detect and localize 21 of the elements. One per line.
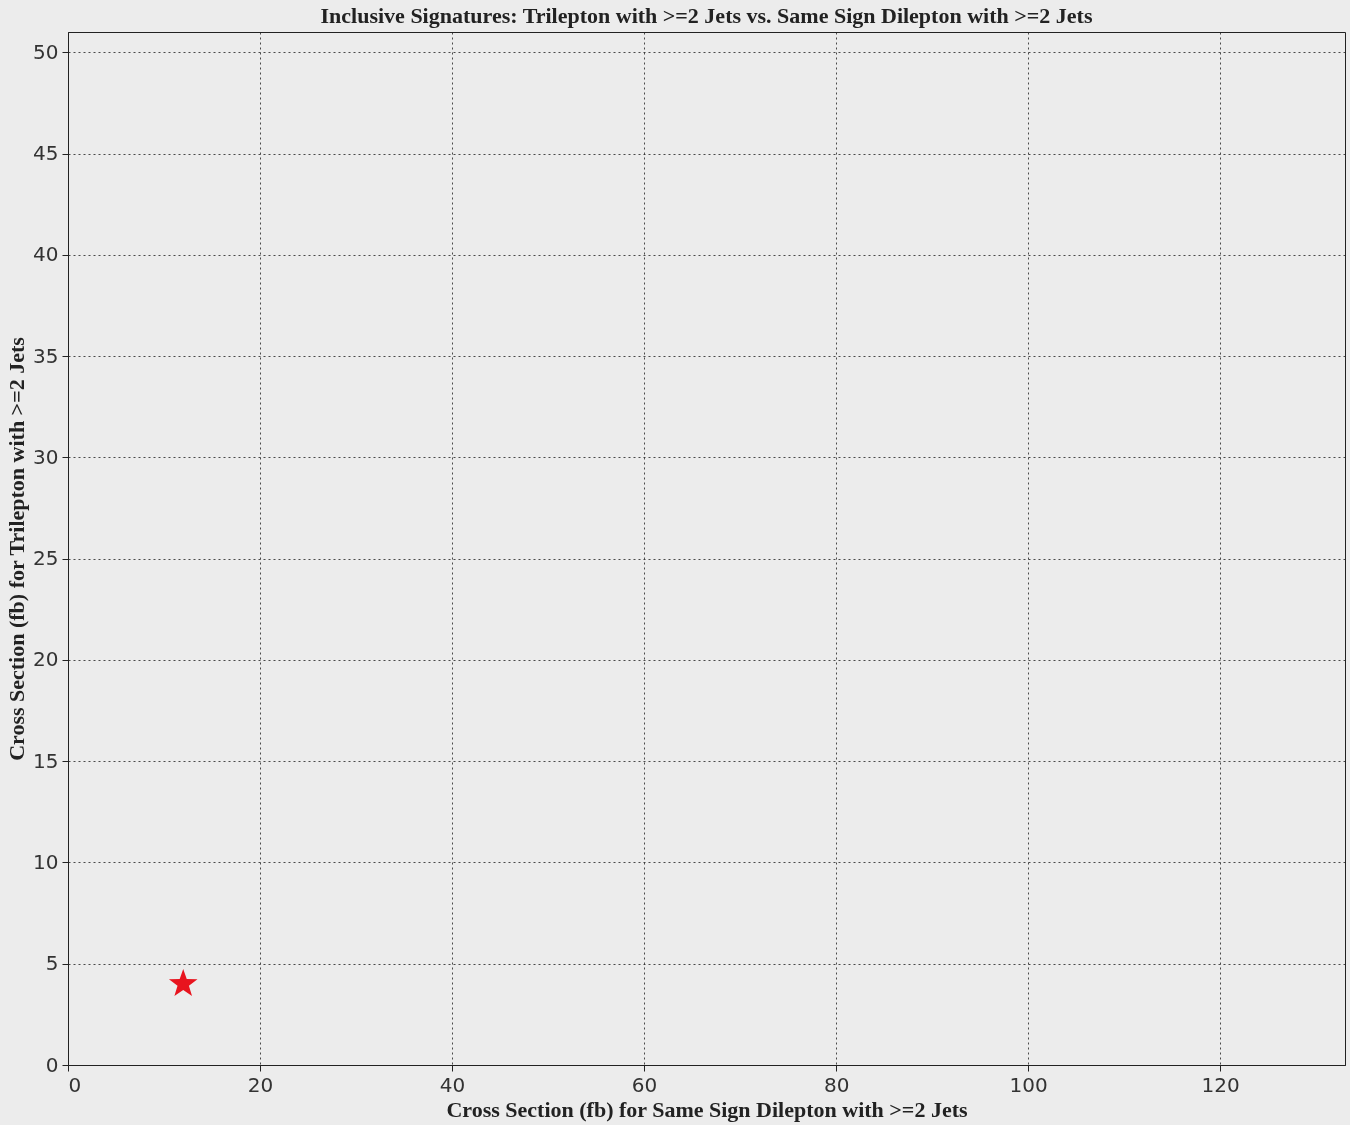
y-tick-label: 40 (33, 242, 59, 267)
y-tick-label: 25 (33, 546, 59, 571)
y-tick-label: 10 (33, 849, 59, 874)
x-tick-label: 120 (1201, 1072, 1240, 1097)
y-tick-label: 15 (33, 748, 59, 773)
y-tick-label: 50 (33, 39, 59, 64)
y-tick-label: 30 (33, 444, 59, 469)
x-tick-label: 40 (439, 1072, 466, 1097)
y-tick-label: 45 (33, 141, 59, 166)
x-tick-label: 60 (631, 1072, 658, 1097)
x-axis-title: Cross Section (fb) for Same Sign Dilepton with >=2 Jets (446, 1096, 968, 1122)
chart-title: Inclusive Signatures: Trilepton with >=2 Jets vs. Same Sign Dilepton with >=2 Jets (320, 3, 1093, 28)
x-tick-label: 80 (823, 1072, 850, 1097)
y-tick-label: 0 (45, 1052, 59, 1077)
x-tick-label: 0 (68, 1072, 82, 1097)
x-tick-label: 100 (1009, 1072, 1048, 1097)
y-tick-label: 35 (33, 343, 59, 368)
x-tick-label: 20 (247, 1072, 274, 1097)
y-tick-label: 5 (45, 951, 59, 976)
y-axis-title: Cross Section (fb) for Trilepton with >=2 Jets (4, 336, 30, 761)
y-tick-label: 20 (33, 647, 59, 672)
